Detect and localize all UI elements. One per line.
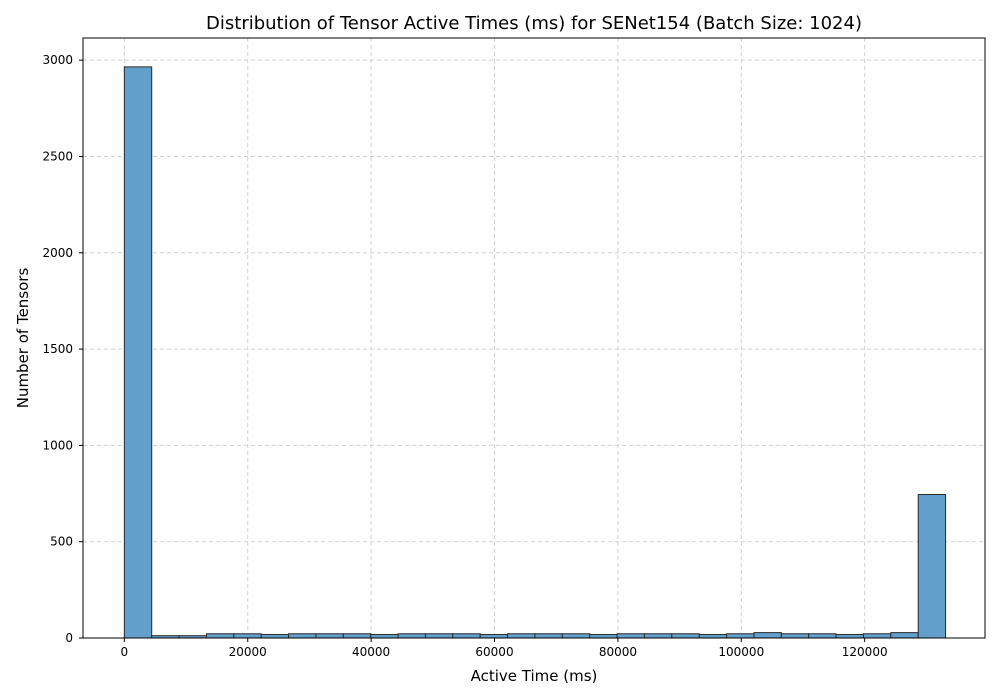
histogram-bar xyxy=(315,633,344,639)
histogram-bar xyxy=(205,633,235,639)
y-tick-label: 0 xyxy=(65,631,73,645)
x-tick-label: 0 xyxy=(121,645,129,659)
x-axis-label: Active Time (ms) xyxy=(471,667,598,685)
y-tick-label: 2500 xyxy=(42,149,73,163)
histogram-bar xyxy=(534,633,563,639)
histogram-bar xyxy=(233,633,262,639)
histogram-bar xyxy=(780,633,810,639)
histogram-bar xyxy=(479,634,509,639)
histogram-bar xyxy=(890,632,919,639)
histogram-bar xyxy=(397,633,426,639)
histogram-bar xyxy=(808,633,837,639)
y-tick-label: 1000 xyxy=(42,438,73,452)
histogram-bar xyxy=(507,633,536,639)
x-tick-label: 40000 xyxy=(352,645,390,659)
y-axis-ticks: 0 500 1000 1500 2000 2500 3000 xyxy=(42,53,83,645)
x-tick-label: 60000 xyxy=(475,645,513,659)
histogram-bar xyxy=(123,66,153,639)
histogram-bar xyxy=(753,632,782,639)
x-tick-label: 100000 xyxy=(718,645,764,659)
histogram-bar xyxy=(370,634,399,639)
chart-title: Distribution of Tensor Active Times (ms)… xyxy=(206,13,862,34)
histogram-bar xyxy=(835,634,864,639)
histogram-bar xyxy=(288,633,317,639)
y-tick-label: 3000 xyxy=(42,53,73,67)
x-tick-label: 120000 xyxy=(842,645,888,659)
y-tick-label: 1500 xyxy=(42,342,73,356)
x-axis-ticks: 0 20000 40000 60000 80000 100000 120000 xyxy=(121,638,888,659)
histogram-bar xyxy=(862,633,892,639)
histogram-bar xyxy=(698,634,728,639)
histogram-bar xyxy=(561,633,591,639)
histogram-bar xyxy=(917,494,947,639)
histogram-bar xyxy=(643,633,673,639)
y-tick-label: 2000 xyxy=(42,246,73,260)
bars xyxy=(123,66,947,639)
histogram-bar xyxy=(589,634,618,639)
histogram-bar xyxy=(452,633,481,639)
plot-frame xyxy=(82,37,986,639)
gridlines xyxy=(83,38,985,639)
histogram-bar xyxy=(616,633,645,639)
histogram-bar xyxy=(671,633,700,639)
histogram-bar xyxy=(342,633,372,639)
histogram-bar xyxy=(260,634,290,639)
x-tick-label: 80000 xyxy=(599,645,637,659)
y-tick-label: 500 xyxy=(50,535,73,549)
y-axis-label: Number of Tensors xyxy=(14,268,32,409)
histogram-bar xyxy=(424,633,454,639)
x-tick-label: 20000 xyxy=(229,645,267,659)
histogram-bar xyxy=(726,633,755,639)
